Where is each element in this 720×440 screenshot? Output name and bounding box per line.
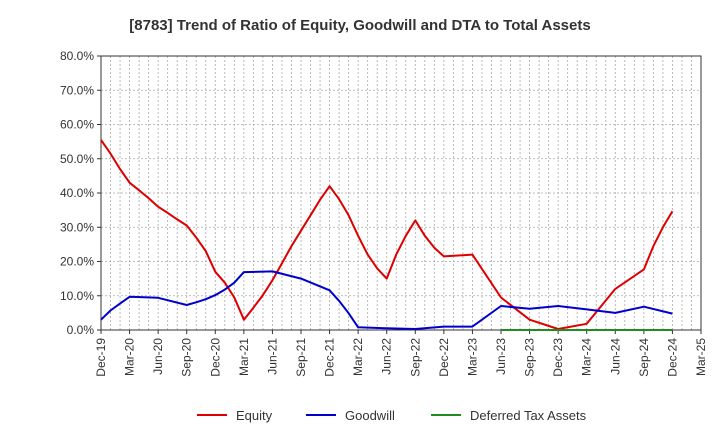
x-tick-label: Mar-24 [580, 338, 594, 376]
grid [100, 55, 702, 331]
legend-label: Deferred Tax Assets [470, 408, 587, 423]
series-line-equity [100, 139, 674, 330]
x-axis: Dec-19 Mar-20 Jun-20 Sep-20 Dec-20 Mar-21 Jun-… [94, 330, 708, 377]
x-tick-label: Mar-25 [694, 338, 708, 376]
y-tick-label: 0.0% [67, 323, 95, 337]
x-tick-label: Dec-19 [94, 338, 108, 377]
x-tick-label: Dec-23 [551, 338, 565, 377]
x-tick-label: Jun-24 [608, 338, 622, 375]
x-tick-label: Dec-24 [665, 338, 679, 377]
x-tick-label: Mar-22 [351, 338, 365, 376]
legend: Equity Goodwill Deferred Tax Assets [197, 408, 587, 423]
y-tick-label: 20.0% [60, 255, 94, 269]
chart-title: [8783] Trend of Ratio of Equity, Goodwil… [129, 17, 590, 34]
y-tick-label: 60.0% [60, 118, 94, 132]
x-tick-label: Jun-22 [380, 338, 394, 375]
x-tick-label: Sep-24 [637, 338, 651, 377]
y-tick-label: 40.0% [60, 186, 94, 200]
x-tick-label: Jun-23 [494, 338, 508, 375]
x-tick-label: Jun-21 [265, 338, 279, 375]
y-tick-label: 50.0% [60, 152, 94, 166]
y-tick-label: 10.0% [60, 289, 94, 303]
x-tick-label: Mar-21 [237, 338, 251, 376]
x-tick-label: Sep-21 [294, 338, 308, 377]
x-tick-label: Dec-22 [437, 338, 451, 377]
x-tick-label: Sep-20 [180, 338, 194, 377]
y-axis: 0.0% 10.0% 20.0% 30.0% 40.0% 50.0% 60.0% 70.0% 8… [60, 49, 101, 337]
y-tick-label: 80.0% [60, 49, 94, 63]
x-tick-label: Dec-21 [323, 338, 337, 377]
x-tick-label: Jun-20 [151, 338, 165, 375]
x-tick-label: Sep-22 [408, 338, 422, 377]
x-tick-label: Dec-20 [208, 338, 222, 377]
x-tick-label: Sep-23 [523, 338, 537, 377]
x-tick-label: Mar-20 [123, 338, 137, 376]
y-tick-label: 70.0% [60, 83, 94, 97]
series-line-goodwill [100, 270, 673, 330]
series-lines [100, 139, 674, 331]
x-tick-label: Mar-23 [465, 338, 479, 376]
legend-label: Equity [236, 408, 273, 423]
y-tick-label: 30.0% [60, 220, 94, 234]
legend-label: Goodwill [345, 408, 395, 423]
